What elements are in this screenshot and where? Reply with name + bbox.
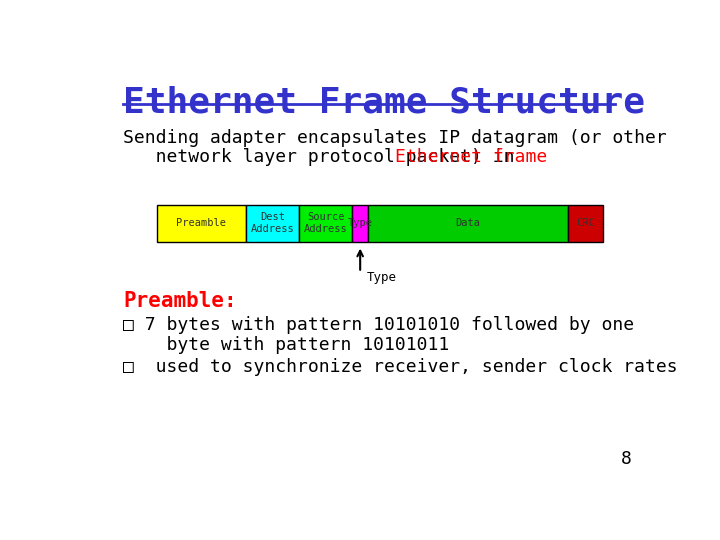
Bar (568, 205, 603, 241)
Text: Preamble:: Preamble: (124, 292, 237, 312)
Text: Ethernet Frame Structure: Ethernet Frame Structure (124, 85, 646, 119)
Bar (157, 205, 246, 241)
Bar (368, 205, 568, 241)
Bar (352, 205, 368, 241)
Text: Source
Address: Source Address (304, 212, 348, 234)
Bar (299, 205, 352, 241)
Text: Dest
Address: Dest Address (251, 212, 294, 234)
Text: Type: Type (367, 271, 397, 284)
Text: Data: Data (455, 218, 480, 228)
Text: □  used to synchronize receiver, sender clock rates: □ used to synchronize receiver, sender c… (124, 358, 678, 376)
Text: Type: Type (348, 218, 373, 228)
Text: 8: 8 (621, 450, 631, 468)
Bar (246, 205, 299, 241)
Text: Sending adapter encapsulates IP datagram (or other: Sending adapter encapsulates IP datagram… (124, 129, 667, 147)
Text: network layer protocol packet) in: network layer protocol packet) in (124, 148, 526, 166)
Text: byte with pattern 10101011: byte with pattern 10101011 (124, 336, 450, 354)
Text: Ethernet frame: Ethernet frame (395, 148, 547, 166)
Text: CRC: CRC (576, 218, 595, 228)
Text: □ 7 bytes with pattern 10101010 followed by one: □ 7 bytes with pattern 10101010 followed… (124, 316, 634, 334)
Text: Preamble: Preamble (176, 218, 226, 228)
